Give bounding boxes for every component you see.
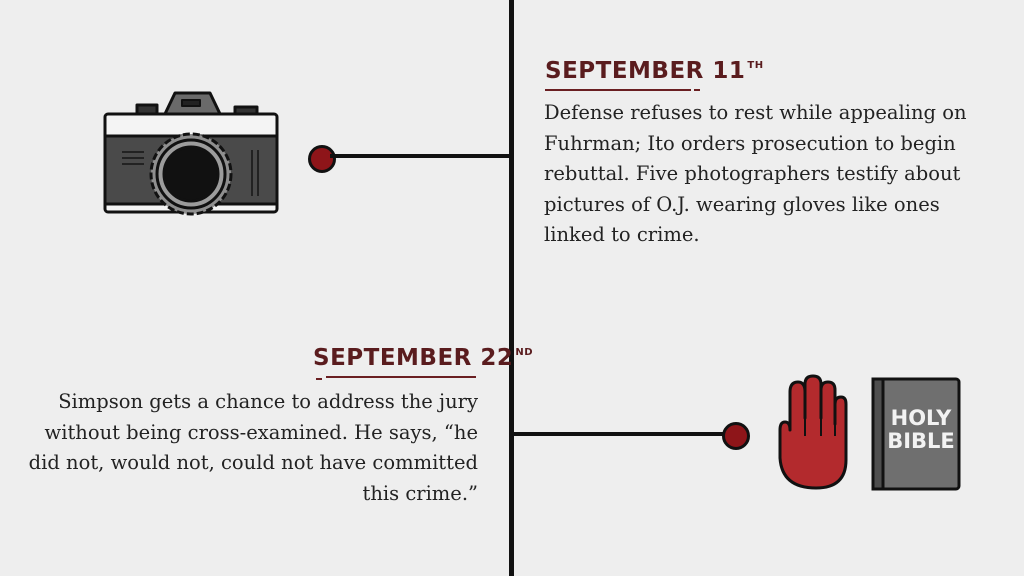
timeline-connector-sep11 [330,154,510,158]
timeline-spine [509,0,514,576]
bible-title-line1: HOLY [890,406,952,430]
date-suffix: TH [747,60,764,72]
raised-hand-icon [776,374,848,492]
date-label: SEPTEMBER 22 [313,345,514,371]
holy-bible-icon: HOLY BIBLE [871,377,961,491]
date-suffix: ND [515,347,534,359]
bible-title: HOLY BIBLE [883,407,959,453]
timeline-connector-sep22 [512,432,724,436]
date-heading-sep11: SEPTEMBER 11 TH [545,58,764,84]
timeline-node-sep22 [722,422,750,450]
camera-icon [102,88,280,216]
entry-text-sep22: Simpson gets a chance to address the jur… [28,390,478,505]
date-label: SEPTEMBER 11 [545,58,746,84]
date-underline-dash [694,89,700,91]
date-underline [326,376,476,378]
date-underline-dash [316,378,322,380]
date-heading-sep22: SEPTEMBER 22 ND [313,345,533,371]
bible-title-line2: BIBLE [887,429,955,453]
entry-text-sep11: Defense refuses to rest while appealing … [544,101,967,246]
timeline-node-sep11 [308,145,336,173]
date-underline [545,89,691,91]
